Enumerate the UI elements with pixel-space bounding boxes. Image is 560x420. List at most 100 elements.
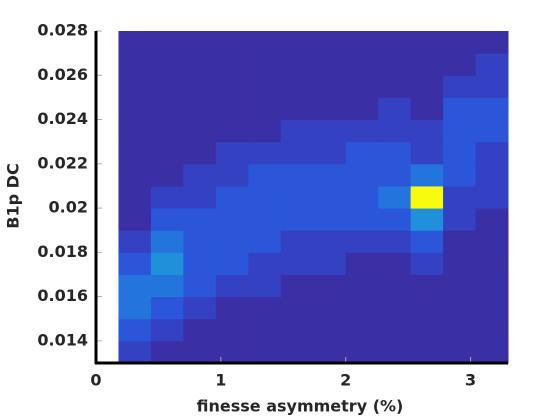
- heat-cell: [443, 31, 477, 54]
- heat-cell: [280, 31, 314, 54]
- heat-cell: [150, 274, 184, 298]
- heat-cell: [345, 141, 379, 165]
- heat-cell: [410, 340, 444, 364]
- heat-cell: [313, 163, 347, 187]
- heat-cell: [150, 31, 184, 54]
- heat-cell: [183, 252, 217, 275]
- heat-cell: [345, 274, 379, 298]
- heat-cell: [443, 252, 477, 275]
- x-tick-label: 3: [465, 371, 476, 390]
- heat-cell: [475, 296, 509, 320]
- heat-cell: [410, 119, 444, 143]
- heat-cell: [280, 75, 314, 98]
- heat-cell: [443, 318, 477, 342]
- heat-cell: [248, 230, 282, 253]
- heat-cell: [280, 208, 314, 231]
- heat-cell: [118, 230, 152, 253]
- heat-cell: [475, 75, 509, 98]
- y-tick-label: 0.018: [37, 242, 88, 261]
- heat-cell: [215, 274, 249, 298]
- heat-cell: [313, 318, 347, 342]
- heat-cell: [215, 119, 249, 143]
- heat-cell: [150, 53, 184, 76]
- heat-cell: [410, 141, 444, 165]
- heat-cell: [215, 75, 249, 98]
- heat-cell: [118, 185, 152, 209]
- heat-cell: [410, 296, 444, 320]
- heat-cell: [313, 252, 347, 275]
- y-tick-label: 0.024: [37, 109, 88, 128]
- y-tick-label: 0.02: [49, 198, 88, 217]
- heat-cell: [280, 53, 314, 76]
- heat-cell: [410, 97, 444, 121]
- heat-cell: [313, 208, 347, 231]
- heat-cell: [313, 31, 347, 54]
- heat-cell: [118, 53, 152, 76]
- heat-cell: [475, 119, 509, 143]
- heat-cell: [150, 75, 184, 98]
- heat-cell: [443, 97, 477, 121]
- heat-cell: [183, 208, 217, 231]
- heat-cell: [313, 274, 347, 298]
- heat-cell: [183, 340, 217, 364]
- heat-cell: [183, 274, 217, 298]
- heat-cell: [248, 318, 282, 342]
- heat-cell: [118, 252, 152, 275]
- heat-cell: [248, 208, 282, 231]
- heat-cell: [248, 119, 282, 143]
- y-tick-label: 0.026: [37, 65, 88, 84]
- heat-cell: [345, 119, 379, 143]
- heat-cell: [280, 141, 314, 165]
- heat-cell: [183, 296, 217, 320]
- heat-cell: [215, 97, 249, 121]
- heat-cell: [475, 97, 509, 121]
- heat-cell: [443, 163, 477, 187]
- heat-cell: [378, 318, 412, 342]
- heat-cell: [475, 274, 509, 298]
- heat-cell: [248, 97, 282, 121]
- heat-cell: [443, 340, 477, 364]
- heat-cell: [378, 274, 412, 298]
- heat-cell: [410, 163, 444, 187]
- heat-cell: [443, 141, 477, 165]
- heat-cell: [215, 53, 249, 76]
- heat-cell: [475, 340, 509, 364]
- heat-cell: [313, 296, 347, 320]
- heat-cell: [118, 318, 152, 342]
- heat-cell: [410, 75, 444, 98]
- heat-cell: [475, 318, 509, 342]
- heat-cell: [345, 31, 379, 54]
- heat-cell: [313, 75, 347, 98]
- heat-cell: [150, 208, 184, 231]
- y-axis-label: B1p DC: [4, 163, 23, 228]
- heat-cell: [215, 163, 249, 187]
- heat-cell: [280, 119, 314, 143]
- heat-cell: [378, 75, 412, 98]
- heat-cell: [443, 230, 477, 253]
- heat-cell: [183, 75, 217, 98]
- heat-cell: [378, 141, 412, 165]
- heat-cell: [443, 274, 477, 298]
- heat-cell: [248, 75, 282, 98]
- x-tick-label: 1: [215, 371, 226, 390]
- heat-cell: [345, 185, 379, 209]
- heat-cell: [313, 97, 347, 121]
- y-tick-label: 0.022: [37, 153, 88, 172]
- heat-cell: [313, 230, 347, 253]
- heat-cell: [345, 230, 379, 253]
- heat-cell: [183, 97, 217, 121]
- heat-cell: [410, 185, 444, 209]
- heat-cell: [280, 163, 314, 187]
- heat-cell: [150, 141, 184, 165]
- heat-cell: [150, 97, 184, 121]
- heat-cell: [118, 340, 152, 364]
- heat-cell: [118, 119, 152, 143]
- heat-cell: [280, 274, 314, 298]
- x-tick-label: 0: [90, 371, 101, 390]
- heat-cell: [183, 318, 217, 342]
- heat-cell: [183, 163, 217, 187]
- heat-cell: [150, 318, 184, 342]
- heat-cell: [410, 53, 444, 76]
- heat-cell: [118, 31, 152, 54]
- heat-cell: [280, 230, 314, 253]
